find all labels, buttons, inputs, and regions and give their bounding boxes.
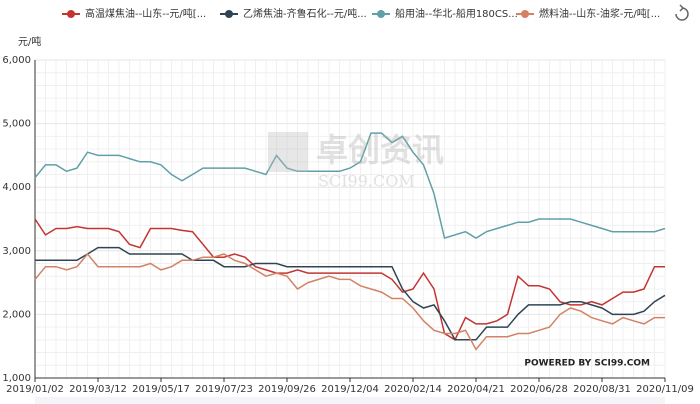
x-tick-label: 2019/12/04 bbox=[321, 384, 379, 395]
x-tick-label: 2019/07/23 bbox=[195, 384, 253, 395]
scroll-bar[interactable] bbox=[35, 397, 665, 404]
y-tick-label: 1,000 bbox=[2, 373, 31, 384]
x-tick-label: 2019/09/26 bbox=[258, 384, 316, 395]
legend-marker bbox=[67, 10, 75, 18]
watermark-sub: SCI99.COM bbox=[318, 172, 415, 191]
x-tick-label: 2019/01/02 bbox=[6, 384, 64, 395]
x-tick-label: 2020/11/09 bbox=[636, 384, 694, 395]
watermark-text: 卓创资讯 bbox=[316, 131, 444, 169]
plot: 1,000 2,000 3,000 4,000 5,000 6,000 2019/01/02… bbox=[2, 55, 693, 395]
series-line bbox=[34, 218, 665, 341]
series-line bbox=[34, 132, 666, 240]
legend-marker bbox=[521, 10, 529, 18]
legend-marker bbox=[377, 10, 385, 18]
legend-label: 船用油--华北-船用180CS... bbox=[395, 7, 518, 20]
legend-marker bbox=[225, 10, 233, 18]
restore-arrow[interactable] bbox=[679, 4, 685, 12]
watermark-logo bbox=[268, 132, 308, 172]
y-tick-label: 2,000 bbox=[2, 309, 31, 320]
y-tick-label: 3,000 bbox=[2, 246, 31, 257]
y-tick-label: 6,000 bbox=[2, 55, 31, 66]
x-tick-label: 2019/05/17 bbox=[132, 384, 190, 395]
y-axis-label: 元/吨 bbox=[18, 35, 41, 48]
legend-item[interactable]: 乙烯焦油-齐鲁石化--元/吨... bbox=[220, 7, 367, 20]
credit: POWERED BY SCI99.COM bbox=[524, 359, 650, 369]
legend-label: 乙烯焦油-齐鲁石化--元/吨... bbox=[243, 7, 367, 20]
x-tick-label: 2020/04/21 bbox=[447, 384, 505, 395]
y-tick-label: 4,000 bbox=[2, 182, 31, 193]
legend-label: 高温煤焦油--山东--元/吨[... bbox=[85, 7, 206, 20]
x-tick-label: 2020/08/31 bbox=[573, 384, 631, 395]
restore-arc[interactable] bbox=[675, 7, 689, 21]
legend-label: 燃料油--山东-油浆-元/吨[... bbox=[539, 7, 660, 20]
series-line bbox=[35, 246, 666, 341]
legend-item[interactable]: 船用油--华北-船用180CS... bbox=[372, 7, 518, 20]
legend-item[interactable]: 高温煤焦油--山东--元/吨[... bbox=[62, 7, 206, 20]
legend-item[interactable]: 燃料油--山东-油浆-元/吨[... bbox=[516, 7, 660, 20]
restore-icon[interactable] bbox=[675, 4, 689, 21]
x-tick-label: 2020/02/14 bbox=[384, 384, 442, 395]
y-tick-label: 5,000 bbox=[2, 119, 31, 130]
series-line bbox=[34, 252, 665, 351]
x-tick-label: 2020/06/28 bbox=[510, 384, 568, 395]
watermark: 卓创资讯 SCI99.COM bbox=[268, 131, 444, 191]
x-tick-label: 2019/03/12 bbox=[69, 384, 127, 395]
